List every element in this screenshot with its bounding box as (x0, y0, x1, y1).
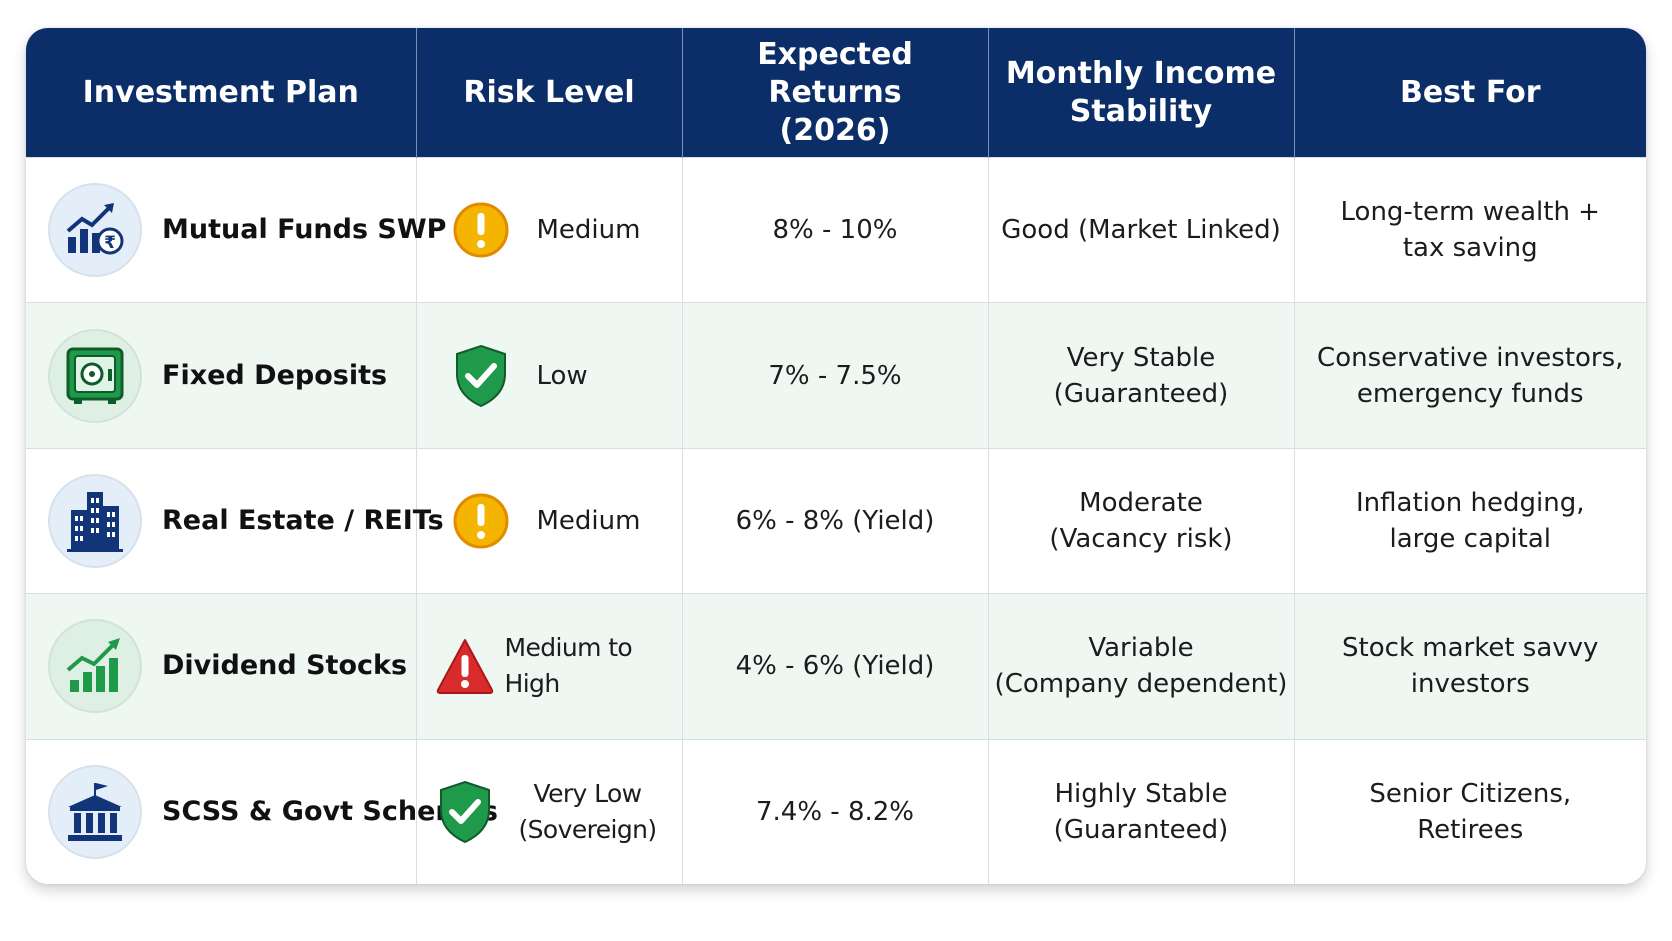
income-stability: Moderate (Vacancy risk) (988, 447, 1295, 594)
expected-returns: 6% - 8% (Yield) (682, 447, 989, 594)
warning-triangle-icon (435, 634, 495, 698)
risk-cell: Medium (416, 156, 683, 303)
plan-cell: Dividend Stocks (26, 593, 417, 740)
risk-cell: Low (416, 302, 683, 449)
risk-level: Very Low (Sovereign) (518, 778, 658, 844)
warning-circle-icon (451, 198, 511, 262)
plan-cell: SCSS & Govt Schemes (26, 738, 498, 884)
risk-level: Medium to High (504, 633, 633, 699)
header-best-for: Best For (1294, 28, 1646, 158)
header-investment-plan: Investment Plan (26, 28, 417, 158)
best-for: Long-term wealth + tax saving (1294, 156, 1646, 303)
warning-circle-icon (451, 489, 511, 553)
svg-text:₹: ₹ (104, 233, 116, 253)
header-risk-level: Risk Level (416, 28, 683, 158)
best-for: Conservative investors, emergency funds (1294, 302, 1646, 449)
header-expected-returns: Expected Returns (2026) (682, 28, 989, 158)
expected-returns: 7.4% - 8.2% (682, 738, 989, 884)
safe-icon (48, 328, 142, 423)
investment-comparison-table-card: Investment Plan Risk Level Expected Retu… (26, 28, 1646, 884)
header-monthly-income-stability: Monthly Income Stability (988, 28, 1295, 158)
income-stability: Good (Market Linked) (988, 156, 1295, 303)
risk-cell: Medium (416, 447, 683, 594)
header-row: Investment Plan Risk Level Expected Retu… (26, 28, 1646, 158)
risk-level: Medium (536, 505, 641, 536)
income-stability: Highly Stable (Guaranteed) (988, 738, 1295, 884)
plan-name: Dividend Stocks (162, 650, 408, 682)
buildings-icon (48, 473, 142, 568)
plan-name: Fixed Deposits (162, 359, 388, 391)
risk-level: Medium (536, 215, 641, 246)
table-row: Real Estate / REITs Medium (26, 447, 1646, 594)
table-row: Fixed Deposits Low 7% - 7.5% (26, 302, 1646, 449)
government-building-icon (48, 764, 142, 859)
plan-cell: Real Estate / REITs (26, 447, 444, 594)
plan-cell: ₹ Mutual Funds SWP (26, 156, 446, 303)
income-stability: Very Stable (Guaranteed) (988, 302, 1295, 449)
expected-returns: 4% - 6% (Yield) (682, 593, 989, 740)
best-for: Inflation hedging, large capital (1294, 447, 1646, 594)
best-for: Stock market savvy investors (1294, 593, 1646, 740)
table-row: Dividend Stocks Medium to High (26, 593, 1646, 740)
plan-cell: Fixed Deposits (26, 302, 417, 449)
growth-chart-icon (48, 619, 142, 714)
best-for: Senior Citizens, Retirees (1294, 738, 1646, 884)
shield-check-icon (451, 344, 511, 408)
shield-check-icon (435, 780, 495, 844)
table-row: ₹ Mutual Funds SWP (26, 156, 1646, 303)
plan-name: Mutual Funds SWP (162, 214, 447, 246)
chart-rupee-icon: ₹ (48, 183, 142, 278)
table-row: SCSS & Govt Schemes Very Low (Sovereign) (26, 738, 1646, 884)
expected-returns: 7% - 7.5% (682, 302, 989, 449)
expected-returns: 8% - 10% (682, 156, 989, 303)
income-stability: Variable (Company dependent) (988, 593, 1295, 740)
risk-cell: Very Low (Sovereign) (416, 738, 683, 884)
risk-cell: Medium to High (416, 593, 683, 740)
investment-comparison-table: Investment Plan Risk Level Expected Retu… (26, 28, 1646, 884)
plan-name: Real Estate / REITs (162, 504, 444, 536)
risk-level: Low (536, 360, 588, 391)
